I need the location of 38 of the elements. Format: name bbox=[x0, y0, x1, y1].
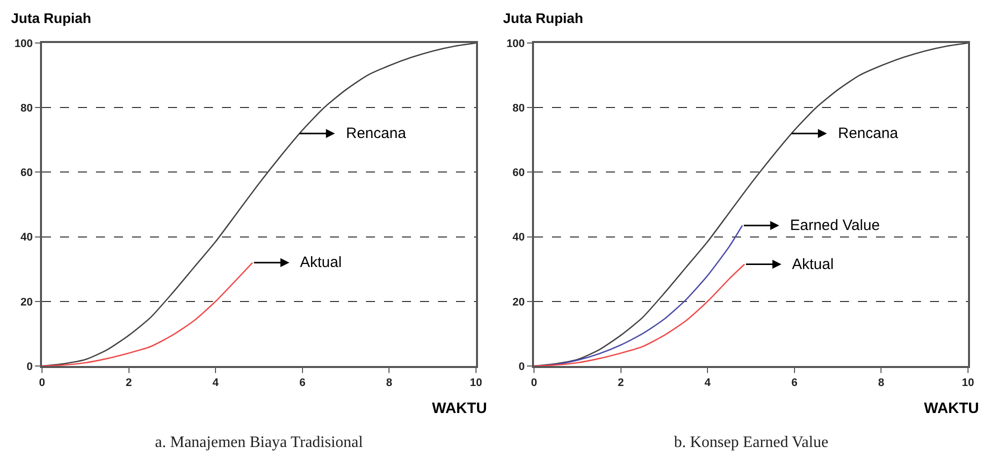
y-tick-label: 0 bbox=[518, 360, 525, 373]
x-tick-label: 6 bbox=[791, 377, 798, 390]
annotation: Earned Value bbox=[790, 217, 880, 234]
x-tick-label: 0 bbox=[530, 377, 538, 390]
x-axis-title: WAKTU bbox=[924, 400, 979, 417]
y-tick-label: 60 bbox=[512, 167, 525, 180]
x-tick-label: 10 bbox=[470, 377, 482, 390]
x-tick-label: 2 bbox=[126, 377, 132, 390]
y-tick-label: 100 bbox=[506, 38, 525, 50]
x-tick-label: 4 bbox=[704, 377, 712, 390]
x-axis-title: WAKTU bbox=[432, 400, 487, 417]
line-series bbox=[534, 224, 743, 366]
y-tick-label: 20 bbox=[512, 296, 525, 308]
text: a. Manajemen Biaya Tradisional bbox=[155, 434, 364, 451]
x-tick-label: 8 bbox=[386, 377, 392, 390]
line-series bbox=[534, 264, 746, 366]
y-tick-label: 20 bbox=[20, 296, 33, 308]
x-tick-label: 0 bbox=[38, 377, 46, 390]
x-tick-label: 2 bbox=[618, 377, 624, 390]
x-tick-label: 8 bbox=[878, 377, 884, 390]
y-tick-label: 80 bbox=[512, 102, 525, 114]
y-axis-title: Juta Rupiah bbox=[503, 10, 584, 26]
line-series bbox=[42, 262, 254, 366]
y-tick-label: 40 bbox=[20, 232, 33, 244]
y-tick-label: 0 bbox=[26, 360, 33, 373]
text: b. Konsep Earned Value bbox=[674, 434, 828, 451]
x-tick-label: 10 bbox=[962, 377, 974, 390]
annotation: Aktual bbox=[300, 254, 342, 271]
y-tick-label: 60 bbox=[20, 167, 33, 180]
y-tick-label: 40 bbox=[512, 232, 525, 244]
x-tick-label: 4 bbox=[212, 377, 220, 390]
y-tick-label: 80 bbox=[20, 102, 33, 114]
y-axis-title: Juta Rupiah bbox=[11, 10, 92, 26]
y-tick-label: 100 bbox=[14, 38, 33, 50]
annotation: Aktual bbox=[792, 256, 834, 273]
x-tick-label: 6 bbox=[299, 377, 306, 390]
annotation: Rencana bbox=[838, 125, 899, 142]
annotation: Rencana bbox=[346, 125, 407, 142]
